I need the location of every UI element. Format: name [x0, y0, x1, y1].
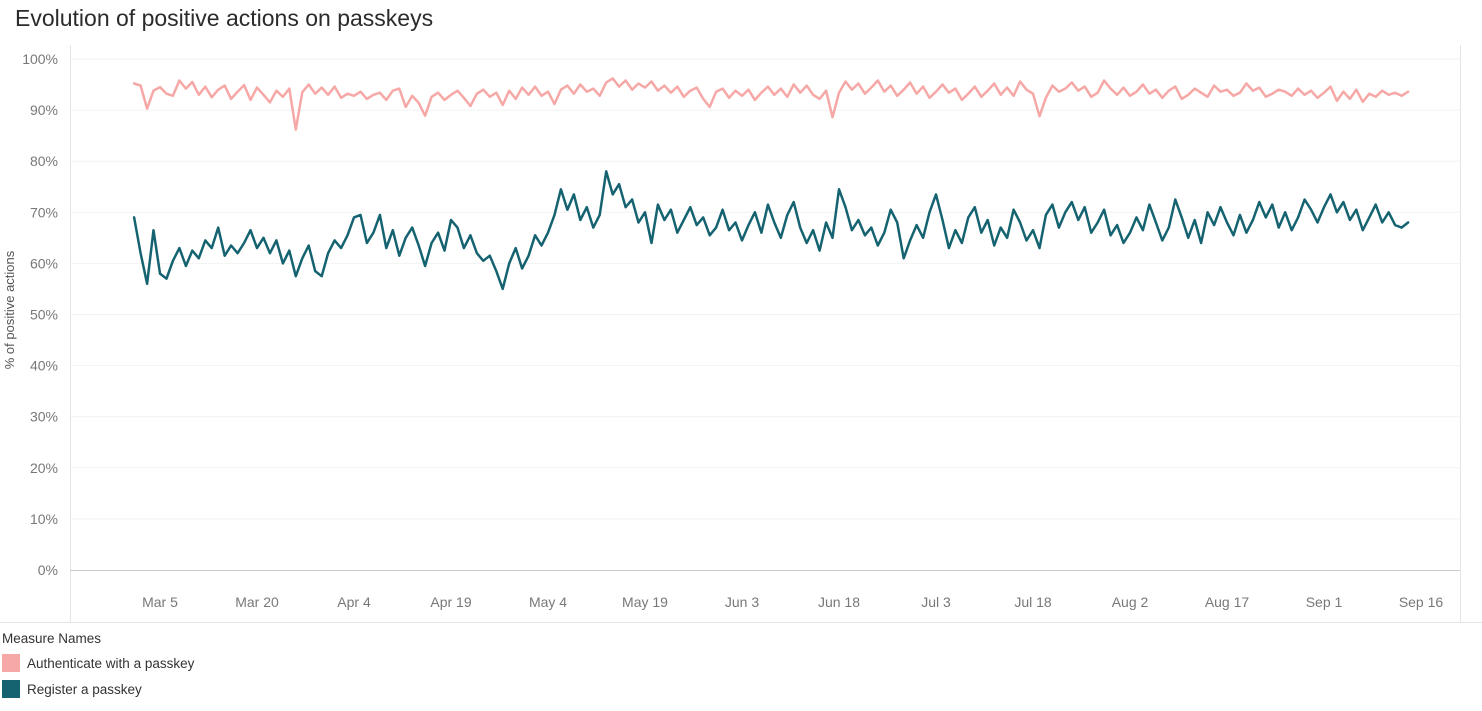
legend-item-register[interactable]: Register a passkey	[2, 680, 194, 698]
y-tick-label: 30%	[30, 409, 58, 425]
legend-item-authenticate[interactable]: Authenticate with a passkey	[2, 654, 194, 672]
series-lines	[132, 77, 1410, 291]
x-tick-label: Jun 3	[725, 594, 759, 610]
legend-item-label: Authenticate with a passkey	[27, 655, 195, 671]
y-tick-label: 10%	[30, 511, 58, 527]
x-tick-label: Aug 2	[1112, 594, 1149, 610]
x-tick-label: Jul 3	[921, 594, 951, 610]
y-axis-title: % of positive actions	[2, 250, 17, 369]
y-tick-label: 40%	[30, 358, 58, 374]
legend: Measure Names Authenticate with a passke…	[2, 631, 194, 706]
y-tick-labels: 0% 10% 20% 30% 40% 50% 60% 70% 80% 90% 100%	[22, 51, 58, 578]
y-tick-label: 60%	[30, 255, 58, 271]
x-tick-label: Sep 16	[1399, 594, 1444, 610]
x-tick-label: Sep 1	[1306, 594, 1343, 610]
y-tick-label: 0%	[38, 562, 58, 578]
y-tick-label: 90%	[30, 102, 58, 118]
x-tick-label: Jul 18	[1014, 594, 1052, 610]
y-tick-label: 100%	[22, 51, 58, 67]
x-tick-label: Mar 5	[142, 594, 178, 610]
chart-title: Evolution of positive actions on passkey…	[15, 5, 434, 31]
x-tick-label: Apr 19	[430, 594, 471, 610]
x-tick-label: Mar 20	[235, 594, 279, 610]
x-tick-label: Aug 17	[1205, 594, 1250, 610]
legend-item-label: Register a passkey	[27, 681, 142, 697]
gridlines	[70, 58, 1460, 520]
legend-swatch	[2, 680, 20, 698]
y-tick-label: 80%	[30, 153, 58, 169]
x-tick-label: Jun 18	[818, 594, 860, 610]
x-tick-labels: Mar 5 Mar 20 Apr 4 Apr 19 May 4 May 19 Jun 3 Ju…	[142, 594, 1443, 610]
x-tick-label: May 4	[529, 594, 567, 610]
series-line-register[interactable]	[132, 170, 1410, 291]
x-tick-label: May 19	[622, 594, 668, 610]
x-tick-label: Apr 4	[337, 594, 371, 610]
y-tick-label: 20%	[30, 460, 58, 476]
legend-swatch	[2, 654, 20, 672]
y-tick-label: 50%	[30, 307, 58, 323]
y-tick-label: 70%	[30, 204, 58, 220]
legend-title: Measure Names	[2, 631, 102, 646]
series-line-authenticate[interactable]	[132, 77, 1410, 131]
